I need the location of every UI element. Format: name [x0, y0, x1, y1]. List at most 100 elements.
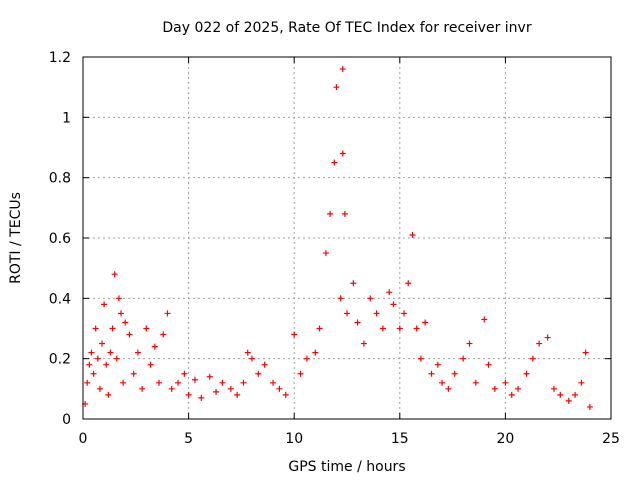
x-tick-label: 15: [391, 431, 409, 447]
data-point: [291, 331, 298, 338]
data-point: [434, 361, 441, 368]
data-point: [405, 280, 412, 287]
data-point: [502, 379, 509, 386]
data-point: [439, 379, 446, 386]
data-point: [147, 361, 154, 368]
data-point: [270, 379, 277, 386]
data-point: [96, 385, 103, 392]
data-point: [508, 391, 515, 398]
x-tick-label: 0: [79, 431, 88, 447]
data-point: [413, 325, 420, 332]
data-point: [181, 370, 188, 377]
data-point: [248, 355, 255, 362]
data-point: [586, 403, 593, 410]
data-point: [198, 394, 205, 401]
data-point: [113, 355, 120, 362]
data-point: [130, 370, 137, 377]
data-point: [472, 379, 479, 386]
data-point: [341, 210, 348, 217]
y-tick-label: 0: [62, 412, 71, 428]
data-point: [417, 355, 424, 362]
data-point: [550, 385, 557, 392]
data-point: [120, 379, 127, 386]
data-point: [390, 301, 397, 308]
data-point: [175, 379, 182, 386]
y-tick-label: 0.4: [49, 291, 71, 307]
y-tick-label: 0.8: [49, 171, 71, 187]
data-point: [367, 295, 374, 302]
data-point: [206, 373, 213, 380]
data-point: [103, 361, 110, 368]
data-point: [88, 349, 95, 356]
data-point: [126, 331, 133, 338]
data-point: [185, 391, 192, 398]
data-point: [234, 391, 241, 398]
data-point: [466, 340, 473, 347]
data-point: [322, 250, 329, 257]
data-point: [316, 325, 323, 332]
data-point: [164, 310, 171, 317]
data-point: [303, 355, 310, 362]
y-ticks: 0 0.2 0.4 0.6 0.8 1 1.2: [49, 50, 611, 428]
data-point: [261, 361, 268, 368]
data-point: [86, 361, 93, 368]
data-point: [101, 301, 108, 308]
y-axis-label: ROTI / TECUs: [8, 192, 24, 284]
data-point: [143, 325, 150, 332]
data-point: [428, 370, 435, 377]
data-point: [565, 397, 572, 404]
data-point: [227, 385, 234, 392]
data-point: [339, 150, 346, 157]
data-point: [255, 370, 262, 377]
data-point: [339, 66, 346, 73]
data-point: [572, 391, 579, 398]
data-point: [557, 391, 564, 398]
data-point: [582, 349, 589, 356]
data-point: [92, 325, 99, 332]
data-point: [297, 370, 304, 377]
gridlines: [83, 57, 611, 419]
chart-title: Day 022 of 2025, Rate Of TEC Index for r…: [162, 20, 531, 36]
data-point: [337, 295, 344, 302]
data-point: [105, 391, 112, 398]
data-point: [445, 385, 452, 392]
data-point: [219, 379, 226, 386]
y-tick-label: 1.2: [49, 50, 71, 66]
data-point: [107, 349, 114, 356]
data-point: [240, 379, 247, 386]
data-point: [134, 349, 141, 356]
data-point: [276, 385, 283, 392]
data-point: [312, 349, 319, 356]
data-point: [460, 355, 467, 362]
data-point: [156, 379, 163, 386]
x-axis-label: GPS time / hours: [288, 459, 405, 475]
data-point: [396, 325, 403, 332]
data-point: [386, 289, 393, 296]
data-point: [331, 159, 338, 166]
data-point: [379, 325, 386, 332]
data-point: [327, 210, 334, 217]
data-point: [350, 280, 357, 287]
data-point: [409, 231, 416, 238]
data-point: [282, 391, 289, 398]
x-tick-label: 25: [602, 431, 620, 447]
data-point: [118, 310, 125, 317]
data-point: [213, 388, 220, 395]
data-point: [111, 271, 118, 278]
x-tick-label: 10: [285, 431, 303, 447]
y-tick-label: 1: [62, 110, 71, 126]
data-point: [90, 370, 97, 377]
data-point: [115, 295, 122, 302]
data-point: [422, 319, 429, 326]
data-point: [344, 310, 350, 317]
data-point: [139, 385, 146, 392]
data-point: [168, 385, 175, 392]
data-point: [491, 385, 498, 392]
data-point: [515, 385, 522, 392]
x-ticks: 0 5 10 15 20 25: [79, 57, 620, 447]
x-tick-label: 5: [184, 431, 193, 447]
data-point: [160, 331, 167, 338]
data-point: [99, 340, 106, 347]
